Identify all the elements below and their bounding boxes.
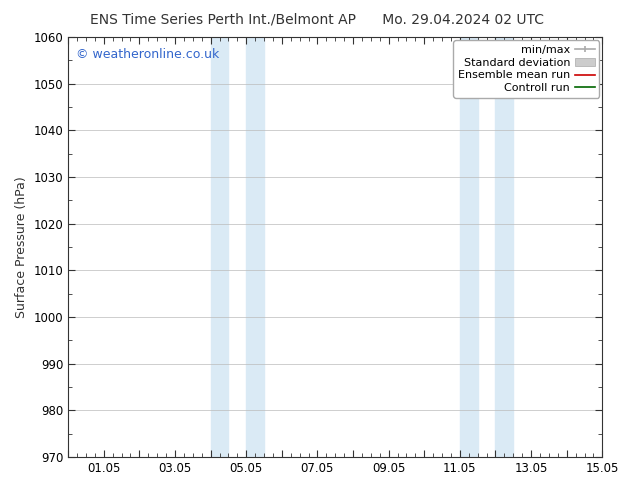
Text: © weatheronline.co.uk: © weatheronline.co.uk (76, 48, 219, 61)
Bar (210, 37, 228, 457)
Y-axis label: Surface Pressure (hPa): Surface Pressure (hPa) (15, 176, 28, 318)
Bar (460, 37, 477, 457)
Bar (246, 37, 264, 457)
Legend: min/max, Standard deviation, Ensemble mean run, Controll run: min/max, Standard deviation, Ensemble me… (453, 41, 599, 98)
Text: ENS Time Series Perth Int./Belmont AP      Mo. 29.04.2024 02 UTC: ENS Time Series Perth Int./Belmont AP Mo… (90, 12, 544, 26)
Bar (496, 37, 514, 457)
